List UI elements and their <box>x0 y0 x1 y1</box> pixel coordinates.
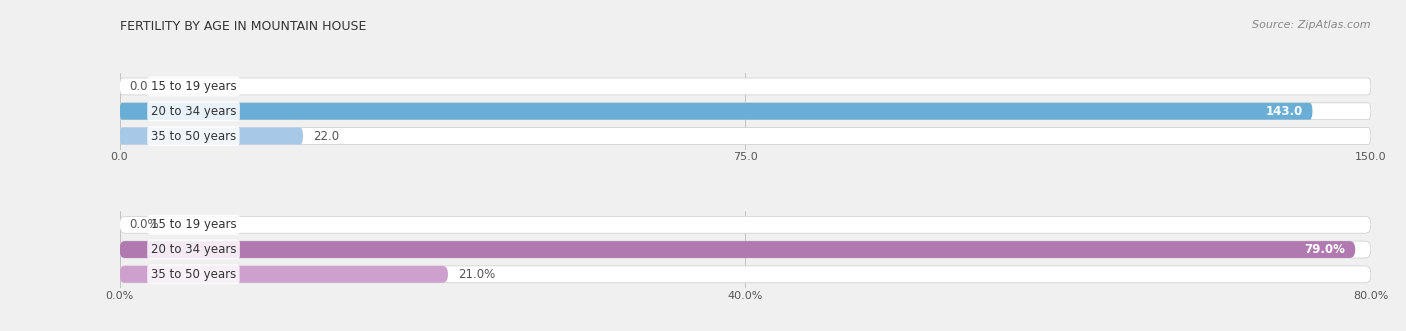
FancyBboxPatch shape <box>120 266 1371 283</box>
Text: 0.0: 0.0 <box>129 80 148 93</box>
FancyBboxPatch shape <box>120 127 1371 144</box>
FancyBboxPatch shape <box>120 266 449 283</box>
Text: 15 to 19 years: 15 to 19 years <box>150 80 236 93</box>
Text: 21.0%: 21.0% <box>458 268 495 281</box>
FancyBboxPatch shape <box>120 103 1312 120</box>
FancyBboxPatch shape <box>120 241 1355 258</box>
Text: 0.0%: 0.0% <box>129 218 159 231</box>
Text: Source: ZipAtlas.com: Source: ZipAtlas.com <box>1253 20 1371 30</box>
Text: 20 to 34 years: 20 to 34 years <box>150 243 236 256</box>
Text: 15 to 19 years: 15 to 19 years <box>150 218 236 231</box>
FancyBboxPatch shape <box>120 103 1371 120</box>
Text: 79.0%: 79.0% <box>1305 243 1346 256</box>
Text: 143.0: 143.0 <box>1265 105 1302 118</box>
Text: FERTILITY BY AGE IN MOUNTAIN HOUSE: FERTILITY BY AGE IN MOUNTAIN HOUSE <box>120 20 366 33</box>
FancyBboxPatch shape <box>120 78 1371 95</box>
FancyBboxPatch shape <box>120 216 1371 233</box>
Text: 22.0: 22.0 <box>314 129 339 143</box>
Text: 35 to 50 years: 35 to 50 years <box>150 129 236 143</box>
Text: 35 to 50 years: 35 to 50 years <box>150 268 236 281</box>
FancyBboxPatch shape <box>120 241 1371 258</box>
Text: 20 to 34 years: 20 to 34 years <box>150 105 236 118</box>
FancyBboxPatch shape <box>120 127 304 144</box>
